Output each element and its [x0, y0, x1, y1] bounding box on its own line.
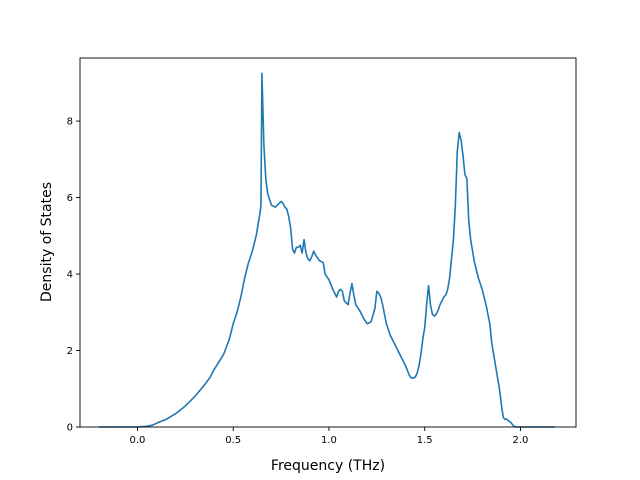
y-tick-label: 2: [67, 346, 73, 357]
plot-area: [79, 57, 577, 428]
dos-series-line-0: [99, 72, 555, 428]
x-tick-label: 1.0: [321, 435, 337, 446]
axes-frame: [79, 57, 577, 428]
x-tick-label: 0.0: [129, 435, 145, 446]
x-axis: 0.0 0.5 1.0 1.5 2.0: [129, 427, 528, 446]
y-axis-title: Density of States: [39, 182, 55, 302]
x-tick-label: 1.5: [417, 435, 433, 446]
x-axis-title: Frequency (THz): [271, 458, 385, 474]
x-tick-label: 0.5: [225, 435, 241, 446]
y-tick-label: 4: [67, 270, 73, 281]
y-tick-label: 0: [67, 423, 73, 434]
x-tick-label: 2.0: [513, 435, 529, 446]
y-tick-label: 8: [67, 117, 73, 128]
y-axis: 0 2 4 6 8: [67, 117, 80, 434]
y-tick-label: 6: [67, 193, 73, 204]
